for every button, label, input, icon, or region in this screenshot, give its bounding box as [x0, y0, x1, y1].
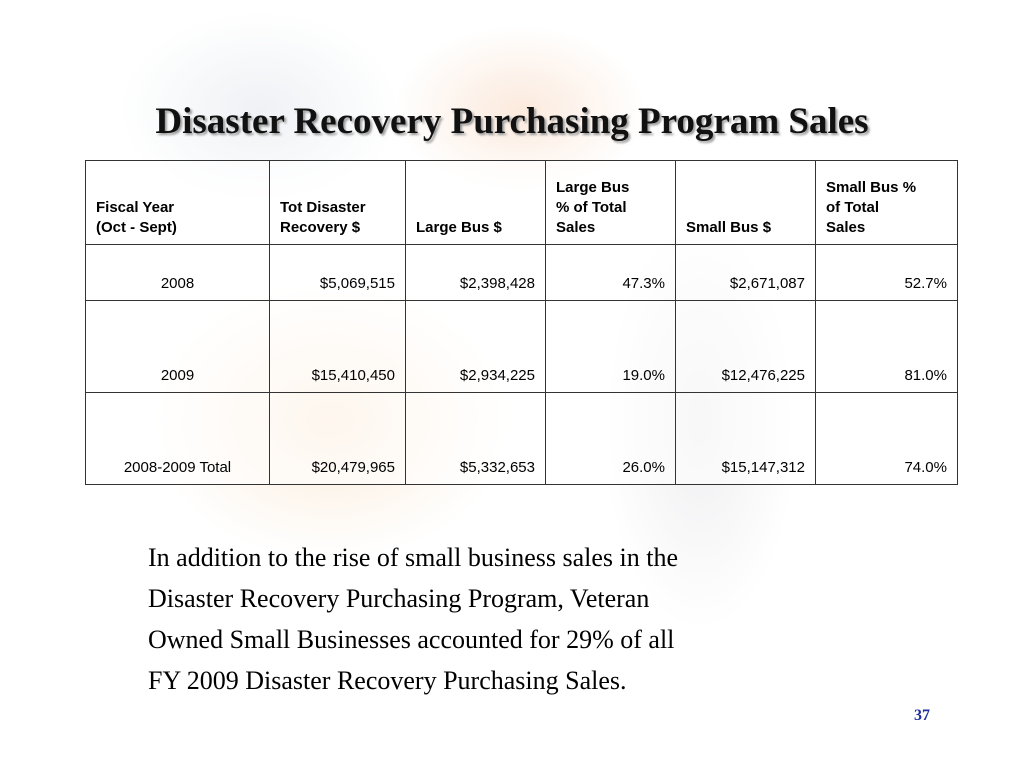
- paragraph-line: In addition to the rise of small busines…: [148, 543, 679, 572]
- header-line: Small Bus $: [686, 219, 772, 236]
- table-cell: $2,398,428: [405, 244, 546, 301]
- table-cell: 2008-2009 Total: [85, 392, 270, 485]
- header-line: Small Bus %: [826, 179, 917, 196]
- header-cell: Small Bus % of Total Sales: [815, 160, 958, 245]
- table-cell: $15,147,312: [675, 392, 816, 485]
- header-line: Fiscal Year: [96, 199, 175, 216]
- table-row: 2008 $5,069,515 $2,398,428 47.3% $2,671,087 5…: [85, 244, 958, 301]
- header-line: Large Bus $: [416, 219, 502, 236]
- header-line: Sales: [826, 219, 866, 236]
- table-cell: 81.0%: [815, 300, 958, 393]
- header-cell: Large Bus % of Total Sales: [545, 160, 676, 245]
- table-cell: 26.0%: [545, 392, 676, 485]
- sales-table: Fiscal Year (Oct - Sept) Tot Disaster Recov…: [85, 160, 958, 485]
- table-cell: $12,476,225: [675, 300, 816, 393]
- table-row: 2008-2009 Total $20,479,965 $5,332,653 26.0…: [85, 392, 958, 485]
- table-cell: 2008: [85, 244, 270, 301]
- paragraph-line: FY 2009 Disaster Recovery Purchasing Sal…: [148, 666, 627, 695]
- page-number: 37: [914, 707, 930, 724]
- header-line: Recovery $: [280, 219, 361, 236]
- header-cell: Tot Disaster Recovery $: [269, 160, 406, 245]
- slide-title: Disaster Recovery Purchasing Program Sal…: [155, 101, 869, 142]
- table-cell: $2,671,087: [675, 244, 816, 301]
- paragraph-line: Owned Small Businesses accounted for 29%…: [148, 625, 675, 654]
- table-cell: $5,069,515: [269, 244, 406, 301]
- header-line: % of Total: [556, 199, 627, 216]
- table-cell: 2009: [85, 300, 270, 393]
- table-cell: 47.3%: [545, 244, 676, 301]
- table-cell: $2,934,225: [405, 300, 546, 393]
- table-cell: 52.7%: [815, 244, 958, 301]
- table-cell: 19.0%: [545, 300, 676, 393]
- table-cell: $5,332,653: [405, 392, 546, 485]
- table-cell: $15,410,450: [269, 300, 406, 393]
- table-cell: 74.0%: [815, 392, 958, 485]
- header-line: Sales: [556, 219, 596, 236]
- paragraph: In addition to the rise of small busines…: [148, 537, 678, 701]
- header-line: (Oct - Sept): [96, 219, 177, 236]
- table-row: 2009 $15,410,450 $2,934,225 19.0% $12,476,22…: [85, 300, 958, 393]
- paragraph-line: Disaster Recovery Purchasing Program, Ve…: [148, 584, 650, 613]
- table-cell: $20,479,965: [269, 392, 406, 485]
- header-cell: Small Bus $: [675, 160, 816, 245]
- header-cell: Large Bus $: [405, 160, 546, 245]
- header-line: Large Bus: [556, 179, 630, 196]
- header-line: of Total: [826, 199, 880, 216]
- header-line: Tot Disaster: [280, 199, 366, 216]
- header-cell: Fiscal Year (Oct - Sept): [85, 160, 270, 245]
- header-row: Fiscal Year (Oct - Sept) Tot Disaster Recov…: [85, 160, 958, 245]
